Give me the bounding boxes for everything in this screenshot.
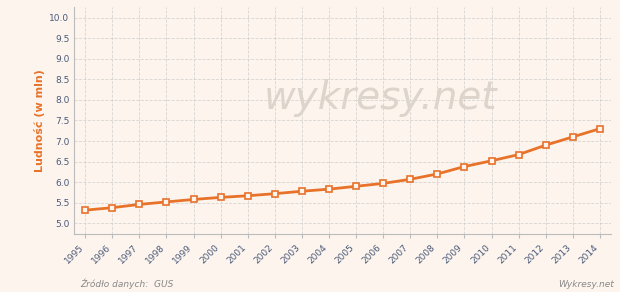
Text: Wykresy.net: Wykresy.net (558, 280, 614, 289)
Text: wykresy.net: wykresy.net (264, 79, 497, 117)
Y-axis label: Ludność (w mln): Ludność (w mln) (34, 69, 45, 172)
Text: Źródło danych:  GUS: Źródło danych: GUS (81, 279, 174, 289)
